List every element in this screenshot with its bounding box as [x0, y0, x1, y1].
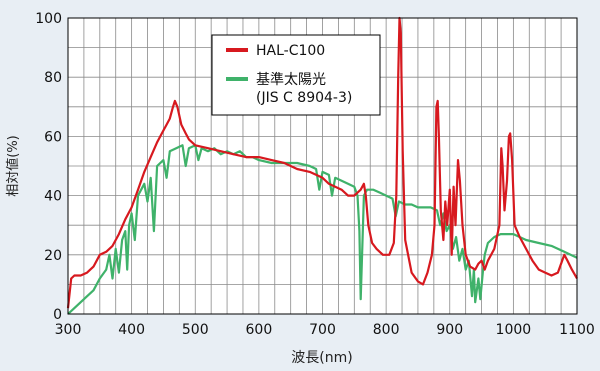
legend-label-sunlight: 基準太陽光 (JIS C 8904-3) — [256, 71, 352, 106]
x-tick-label: 600 — [246, 322, 273, 338]
y-axis-label: 相対値(%) — [5, 135, 21, 197]
y-tick-label: 0 — [53, 307, 62, 323]
x-tick-label: 500 — [182, 322, 209, 338]
x-tick-label: 300 — [55, 322, 82, 338]
grid — [68, 18, 577, 314]
x-tick-label: 400 — [118, 322, 145, 338]
y-tick-label: 100 — [35, 11, 62, 27]
y-tick-label: 60 — [44, 129, 62, 145]
x-tick-label: 800 — [373, 322, 400, 338]
legend-label-sunlight-line2: (JIS C 8904-3) — [256, 90, 352, 106]
y-tick-label: 80 — [44, 70, 62, 86]
legend-label-sunlight-line1: 基準太陽光 — [256, 71, 326, 88]
tick-labels: 300 400 500 600 700 800 900 1000 1100 0 20 40 60 80 10… — [35, 11, 595, 338]
x-tick-label: 900 — [436, 322, 463, 338]
y-tick-label: 40 — [44, 189, 62, 205]
x-tick-label: 1100 — [559, 322, 595, 338]
series-line-hal-c100 — [66, 16, 578, 309]
plot-border — [67, 17, 578, 315]
x-axis-label: 波長(nm) — [291, 350, 352, 366]
legend: HAL-C100 基準太陽光 (JIS C 8904-3) — [211, 34, 381, 116]
y-tick-label: 20 — [44, 248, 62, 264]
legend-label-hal: HAL-C100 — [256, 43, 325, 59]
x-tick-label: 1000 — [496, 322, 532, 338]
series-layer — [66, 16, 578, 315]
x-tick-label: 700 — [309, 322, 336, 338]
